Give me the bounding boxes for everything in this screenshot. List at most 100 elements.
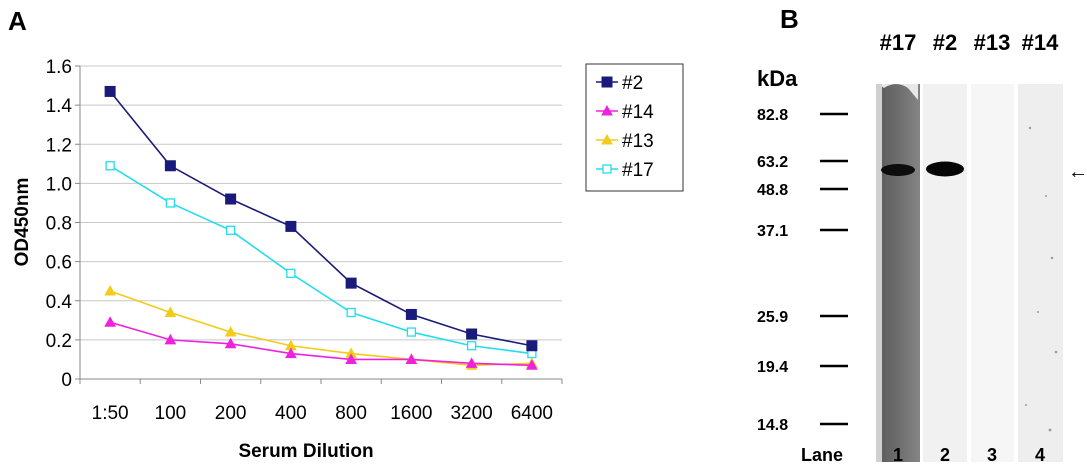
lane-headers: #17 #2 #13 #14 [880, 30, 1059, 55]
lane-header: #14 [1022, 30, 1059, 55]
band-lane-2 [926, 161, 964, 177]
series-n17 [105, 161, 537, 359]
lane-2-strip [923, 84, 967, 462]
lane-number: 4 [1035, 445, 1045, 465]
series-line [109, 321, 532, 367]
kda-marker-label: 63.2 [757, 154, 788, 171]
y-tick-label: 1.4 [46, 96, 73, 117]
data-point [465, 357, 478, 368]
data-point [526, 359, 538, 370]
data-point [164, 306, 177, 317]
y-tick-label: 0.4 [46, 292, 73, 313]
data-point [345, 277, 357, 289]
lane-1-strip [876, 84, 920, 462]
data-point [345, 353, 357, 364]
lane-4-specks [1025, 126, 1058, 452]
y-tick-label: 1.0 [46, 174, 72, 195]
y-tick-label: 1.6 [46, 57, 72, 78]
kda-marker-label: 25.9 [757, 309, 788, 326]
data-point [104, 316, 116, 327]
legend-marker [601, 76, 613, 88]
legend-marker [601, 133, 613, 145]
data-point [466, 328, 478, 340]
y-axis-label: OD450nm [12, 178, 33, 267]
y-tick-label: 0 [61, 370, 72, 391]
legend-label: #13 [622, 131, 654, 152]
lane-number: 2 [940, 445, 950, 465]
lane-1-top-edge [878, 84, 918, 100]
lane-header: #13 [974, 30, 1011, 55]
lane-number: 3 [987, 445, 997, 465]
data-point [164, 160, 176, 172]
data-point [164, 333, 177, 345]
lane-header: #2 [933, 30, 957, 55]
data-point [285, 220, 297, 232]
series-lines [104, 85, 538, 370]
y-tick-label: 0.2 [46, 331, 72, 352]
legend-marker [602, 164, 612, 174]
kda-marker-label: 48.8 [757, 182, 788, 199]
x-tick-label: 1:50 [92, 403, 129, 424]
kda-title: kDa [757, 66, 798, 91]
data-point [165, 198, 176, 208]
kda-marker-label: 14.8 [757, 417, 788, 434]
kda-marker-label: 37.1 [757, 223, 788, 240]
legend: #2 #14 #13 #17 [596, 73, 654, 181]
legend-label: #2 [622, 73, 643, 94]
x-tick-label: 400 [275, 403, 307, 424]
data-point [406, 327, 417, 337]
lane-number: 1 [893, 445, 903, 465]
x-tick-label: 800 [335, 403, 367, 424]
data-point [526, 340, 538, 352]
data-point [346, 307, 356, 318]
lane-3-strip [971, 84, 1014, 462]
line-chart: 0 0.2 0.4 0.6 0.8 1.0 1.2 1.4 1.6 1:50 100 200 400 8… [12, 57, 684, 462]
data-point [104, 85, 116, 97]
y-tick-label: 1.2 [46, 135, 72, 156]
data-point [225, 193, 237, 205]
series-line [109, 290, 532, 367]
panel-b-letter: B [780, 4, 799, 34]
data-point [466, 341, 477, 351]
x-axis-label: Serum Dilution [238, 441, 373, 462]
data-point [225, 225, 236, 235]
data-point [224, 337, 237, 349]
kda-marker-label: 82.8 [757, 107, 788, 124]
band-lane-1 [881, 164, 915, 176]
data-point [285, 347, 297, 359]
legend-label: #17 [622, 160, 654, 181]
lane-4-strip [1018, 84, 1063, 462]
lane-label: Lane [801, 445, 843, 465]
band-arrow: ← [1068, 161, 1087, 183]
x-tick-label: 100 [155, 403, 187, 424]
series-n14 [104, 316, 538, 370]
data-point [405, 308, 417, 320]
data-point [105, 161, 115, 171]
kda-marker-label: 19.4 [757, 359, 788, 376]
lane-1-left-edge [876, 84, 882, 462]
y-tick-label: 0.6 [46, 253, 72, 274]
x-ticks: 1:50 100 200 400 800 1600 3200 6400 [79, 379, 563, 424]
series-line [109, 165, 532, 355]
data-point [224, 326, 237, 337]
y-ticks: 0 0.2 0.4 0.6 0.8 1.0 1.2 1.4 1.6 [46, 57, 80, 391]
panel-a-letter: A [8, 6, 27, 36]
x-tick-label: 200 [215, 403, 247, 424]
x-tick-label: 1600 [390, 403, 432, 424]
western-blot: kDa 82.863.248.837.125.919.414.8 #17 #2 #1… [757, 30, 1087, 465]
x-tick-label: 3200 [450, 403, 492, 424]
data-point [104, 284, 116, 296]
series-n2 [104, 85, 538, 352]
legend-label: #14 [622, 102, 654, 123]
x-tick-label: 6400 [511, 403, 553, 424]
lane-numbers: 1 2 3 4 [893, 445, 1045, 465]
kda-markers: 82.8 63.2 48.8 37.1 25.9 19.4 14.8 [757, 107, 848, 434]
data-point [405, 353, 418, 364]
series-line [109, 90, 533, 347]
grid-lines [80, 65, 562, 341]
legend-marker [601, 104, 613, 116]
y-tick-label: 0.8 [46, 214, 72, 235]
lane-header: #17 [880, 30, 917, 55]
data-point [286, 268, 296, 279]
